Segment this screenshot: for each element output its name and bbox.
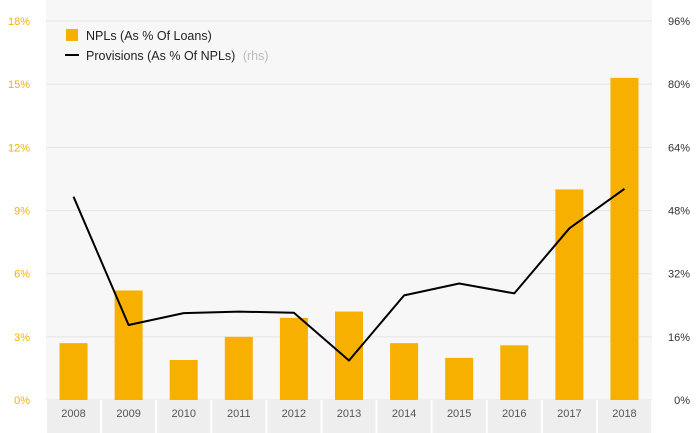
bar-2008 bbox=[59, 343, 88, 400]
left-tick-label: 3% bbox=[14, 332, 30, 344]
x-tick-label: 2013 bbox=[337, 408, 361, 420]
right-tick-label: 32% bbox=[668, 269, 690, 281]
x-tick-label: 2017 bbox=[557, 408, 581, 420]
bar-2009 bbox=[114, 290, 143, 400]
left-tick-label: 0% bbox=[14, 395, 30, 407]
left-tick-label: 9% bbox=[14, 206, 30, 218]
provisions-line bbox=[72, 187, 626, 362]
x-axis-background bbox=[46, 400, 652, 433]
legend: NPLs (As % Of Loans) Provisions (As % Of… bbox=[65, 29, 269, 63]
bar-2011 bbox=[224, 336, 253, 400]
x-tick-label: 2008 bbox=[61, 408, 85, 420]
right-tick-label: 0% bbox=[674, 395, 690, 407]
right-tick-label: 96% bbox=[668, 16, 690, 28]
x-tick-label: 2012 bbox=[282, 408, 306, 420]
left-tick-label: 6% bbox=[14, 269, 30, 281]
right-axis-ticks: 0% 16% 32% 48% 64% 80% 96% bbox=[668, 16, 690, 407]
bar-2013 bbox=[335, 311, 363, 400]
legend-npl-label: NPLs (As % Of Loans) bbox=[86, 29, 212, 43]
right-tick-label: 80% bbox=[668, 79, 690, 91]
x-tick-label: 2016 bbox=[502, 408, 526, 420]
x-tick-label: 2009 bbox=[116, 408, 140, 420]
x-axis-band bbox=[45, 400, 653, 433]
bar-2017 bbox=[555, 189, 584, 400]
left-tick-label: 12% bbox=[8, 142, 30, 154]
x-tick-label: 2011 bbox=[227, 408, 251, 420]
x-tick-label: 2015 bbox=[447, 408, 471, 420]
bar-2016 bbox=[500, 345, 529, 400]
right-tick-label: 16% bbox=[668, 332, 690, 344]
x-tick-label: 2018 bbox=[612, 408, 636, 420]
legend-rhs-tag: (rhs) bbox=[243, 49, 269, 63]
bar-2015 bbox=[445, 357, 474, 400]
x-axis-ticks: 2008 2009 2010 2011 2012 2013 2014 2015 2016 2017… bbox=[61, 408, 636, 420]
x-tick-label: 2010 bbox=[171, 408, 195, 420]
legend-bar-swatch bbox=[66, 29, 78, 41]
legend-provisions-name: Provisions (As % Of NPLs) bbox=[86, 49, 235, 63]
left-tick-label: 15% bbox=[8, 79, 30, 91]
x-tick-label: 2014 bbox=[392, 408, 416, 420]
legend-provisions-label: Provisions (As % Of NPLs) (rhs) bbox=[86, 49, 269, 63]
bar-2012 bbox=[279, 317, 308, 400]
left-tick-label: 18% bbox=[8, 16, 30, 28]
npl-bars bbox=[59, 77, 639, 400]
right-tick-label: 64% bbox=[668, 142, 690, 154]
left-axis-ticks: 0% 3% 6% 9% 12% 15% 18% bbox=[8, 16, 30, 407]
bar-2018 bbox=[610, 77, 639, 400]
bar-2014 bbox=[390, 343, 419, 400]
right-tick-label: 48% bbox=[668, 206, 690, 218]
bar-2010 bbox=[169, 359, 198, 400]
